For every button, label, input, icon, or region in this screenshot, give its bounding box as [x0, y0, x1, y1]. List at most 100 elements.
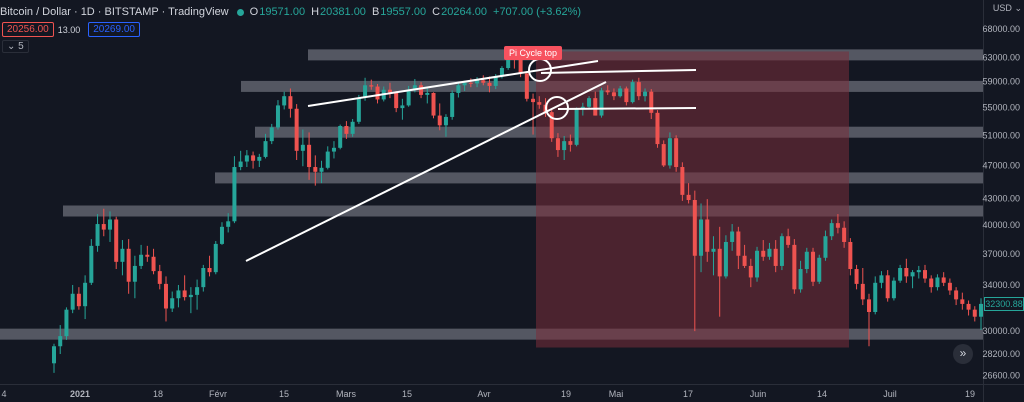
candle [487, 76, 492, 93]
candle [481, 75, 486, 86]
candle [356, 94, 361, 124]
candle-body [947, 282, 952, 291]
price-tick-label: 68000.00 [982, 24, 1020, 34]
candle [176, 284, 181, 308]
candle [835, 214, 840, 234]
candle [537, 96, 542, 109]
candle-body [462, 82, 467, 86]
time-tick-label: Mai [609, 389, 624, 399]
candle-body [817, 257, 822, 282]
candle [344, 121, 349, 139]
symbol-title[interactable]: Bitcoin / Dollar · 1D · BITSTAMP · Tradi… [0, 6, 229, 18]
upper-trendline [307, 60, 599, 107]
candle-body [400, 105, 405, 109]
candle [860, 267, 865, 306]
candle-body [798, 269, 803, 290]
candle [139, 244, 144, 270]
time-tick-label: Juin [750, 389, 767, 399]
candle [904, 258, 909, 283]
candle-body [624, 88, 629, 103]
candle [275, 100, 280, 130]
candle [823, 230, 828, 261]
support-resistance-band [63, 205, 983, 217]
candle-body [630, 82, 635, 103]
high-value: 20381.00 [320, 6, 366, 18]
currency-label: USD [992, 3, 1012, 13]
candle-body [854, 269, 859, 284]
candle-body [518, 58, 523, 74]
low-label: B [371, 6, 380, 18]
candle [811, 247, 816, 287]
buy-button[interactable]: 20269.00 [88, 22, 140, 37]
sell-button[interactable]: 20256.00 [2, 22, 54, 37]
indicator-count: 5 [18, 41, 24, 52]
candle-body [412, 85, 417, 90]
candle-body [344, 126, 349, 134]
candle [132, 255, 137, 299]
candle-body [157, 271, 162, 284]
candle-body [369, 85, 374, 87]
candle [58, 325, 63, 355]
candle-body [773, 248, 778, 266]
support-resistance-band [0, 328, 983, 340]
candle [910, 270, 915, 289]
price-tick-label: 40000.00 [982, 220, 1020, 230]
candle-body [300, 144, 305, 151]
candle-body [879, 275, 884, 283]
candle [531, 93, 536, 135]
candle-body [238, 161, 243, 168]
candle-body [356, 97, 361, 122]
candle [916, 265, 921, 279]
candle [661, 140, 666, 168]
candle-body [89, 245, 94, 283]
candle [524, 71, 529, 102]
candle-body [182, 290, 187, 298]
candle-body [568, 141, 573, 145]
time-tick-label: 2021 [70, 389, 90, 399]
currency-selector[interactable]: USD ⌄ [993, 3, 1022, 14]
candle-body [375, 86, 380, 100]
candle-body [730, 231, 735, 242]
candle-body [487, 82, 492, 86]
candle-body [163, 283, 168, 309]
candle-body [898, 267, 903, 281]
candle [64, 307, 69, 340]
candle-body [101, 224, 106, 230]
time-tick-label: 17 [683, 389, 693, 399]
candle [779, 233, 784, 271]
candle-body [736, 231, 741, 256]
candle [145, 245, 150, 262]
price-tick-label: 26600.00 [982, 371, 1020, 381]
candle-body [120, 248, 125, 262]
pi-cycle-circle-mid [545, 96, 569, 120]
candle [562, 136, 567, 160]
candle-body [425, 92, 430, 95]
candle [331, 141, 336, 159]
candle [618, 85, 623, 98]
candle-body [232, 167, 237, 222]
candle [120, 240, 125, 276]
candle [52, 343, 56, 373]
candle [748, 258, 753, 288]
top-horizontal-ray [540, 69, 697, 74]
candle-body [829, 223, 834, 237]
candle [226, 213, 231, 233]
candle [611, 88, 616, 101]
candle-body [213, 243, 218, 273]
candle-body [394, 92, 399, 109]
price-tick-label: 37000.00 [982, 249, 1020, 259]
price-tick-label: 55000.00 [982, 102, 1020, 112]
candle [873, 276, 878, 315]
price-axis-border [983, 0, 984, 402]
candle-body [680, 167, 685, 195]
candle-body [792, 244, 797, 290]
candle-body [226, 221, 231, 227]
scroll-to-realtime-button[interactable]: » [953, 344, 973, 364]
candle-body [468, 82, 473, 84]
candle-body [338, 126, 343, 148]
candle [238, 150, 243, 171]
candle [786, 228, 791, 248]
price-axis: 68000.00 63000.00 59000.00 55000.00 51000.00… [982, 24, 1020, 380]
indicators-toggle[interactable]: ⌄ 5 [2, 40, 29, 53]
